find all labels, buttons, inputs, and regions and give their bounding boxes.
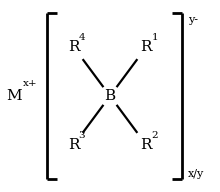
Text: 2: 2	[151, 131, 158, 140]
Text: x+: x+	[23, 79, 38, 88]
Text: y-: y-	[188, 15, 198, 25]
Text: 4: 4	[79, 33, 85, 42]
Text: R: R	[141, 138, 152, 152]
Text: 1: 1	[151, 33, 158, 42]
Text: R: R	[68, 138, 79, 152]
Text: x/y: x/y	[188, 169, 204, 179]
Text: B: B	[104, 89, 116, 103]
Text: R: R	[68, 40, 79, 54]
Text: M: M	[7, 89, 22, 103]
Text: R: R	[141, 40, 152, 54]
Text: 3: 3	[79, 131, 85, 140]
